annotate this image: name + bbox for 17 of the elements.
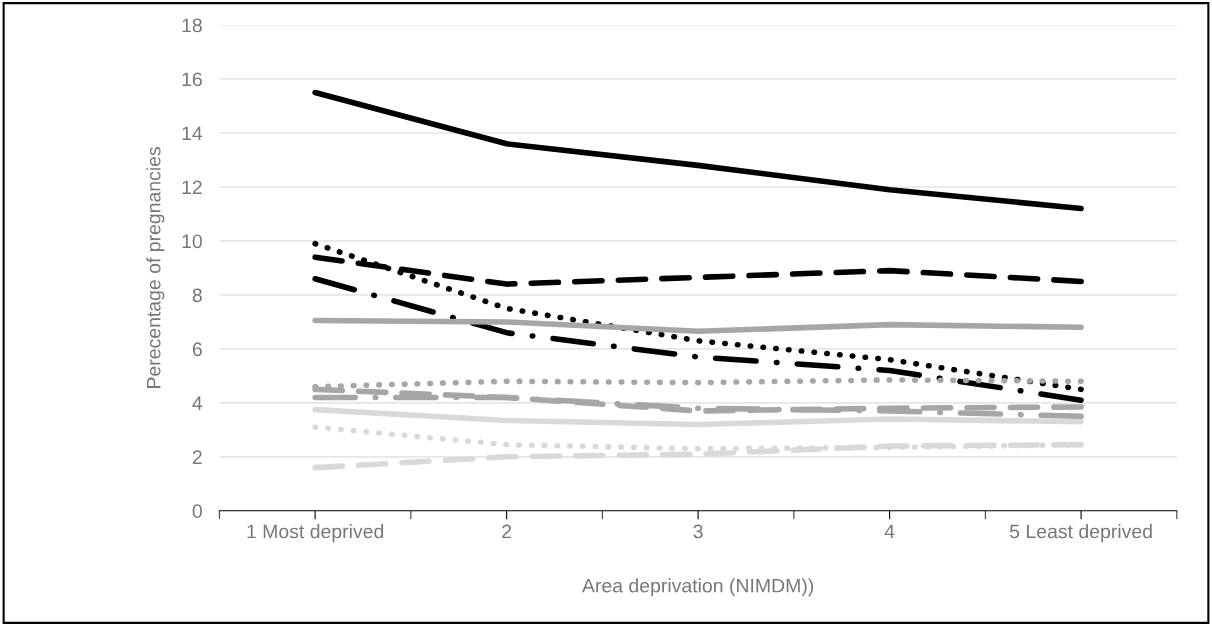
y-tick-label: 2 — [192, 450, 202, 464]
x-tick-label: 1 Most deprived — [247, 524, 384, 543]
y-tick-label: 18 — [182, 18, 202, 33]
x-tick-label: 3 — [693, 524, 703, 539]
y-axis-title: Perecentage of pregnancies — [146, 147, 165, 388]
x-tick-label: 4 — [884, 524, 895, 539]
y-tick-label: 6 — [192, 342, 202, 357]
x-tick-label: 2 — [502, 524, 512, 539]
y-tick-label: 4 — [192, 396, 203, 410]
y-tick-label: 16 — [182, 72, 202, 87]
y-tick-label: 10 — [182, 234, 202, 249]
y-tick-label: 14 — [182, 126, 203, 141]
y-tick-label: 12 — [182, 180, 202, 195]
y-tick-label: 0 — [192, 504, 202, 519]
x-axis-title: Area deprivation (NIMDM)) — [582, 578, 814, 597]
x-tick-label: 5 Least deprived — [1010, 524, 1152, 543]
y-tick-label: 8 — [192, 288, 202, 303]
